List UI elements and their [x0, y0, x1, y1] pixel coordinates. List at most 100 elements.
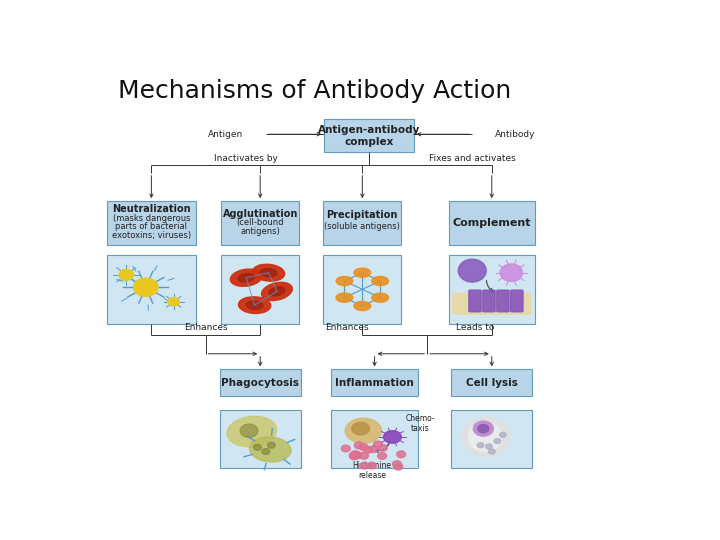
Circle shape [267, 442, 275, 448]
Ellipse shape [351, 422, 369, 435]
Text: Enhances: Enhances [325, 323, 369, 332]
Text: Antigen-antibody: Antigen-antibody [318, 125, 420, 136]
Text: Precipitation: Precipitation [327, 210, 398, 220]
Circle shape [369, 446, 378, 453]
Text: Complement: Complement [452, 218, 531, 228]
Ellipse shape [354, 268, 371, 277]
FancyBboxPatch shape [107, 255, 196, 323]
FancyBboxPatch shape [469, 290, 481, 312]
Circle shape [494, 438, 500, 443]
Circle shape [488, 449, 495, 454]
FancyBboxPatch shape [220, 410, 301, 468]
FancyBboxPatch shape [449, 201, 535, 245]
FancyBboxPatch shape [497, 290, 509, 312]
Ellipse shape [246, 301, 263, 309]
Ellipse shape [372, 276, 389, 286]
Ellipse shape [468, 422, 502, 451]
Ellipse shape [269, 287, 285, 296]
Text: Leads to: Leads to [456, 323, 494, 332]
Text: Antigen: Antigen [208, 130, 243, 139]
Ellipse shape [458, 259, 486, 282]
FancyBboxPatch shape [324, 119, 413, 152]
Ellipse shape [384, 431, 401, 443]
Circle shape [353, 452, 362, 458]
Circle shape [359, 453, 369, 459]
FancyBboxPatch shape [221, 255, 300, 323]
Ellipse shape [238, 297, 271, 314]
Ellipse shape [227, 416, 276, 447]
Circle shape [378, 453, 387, 460]
Circle shape [397, 451, 405, 457]
Circle shape [485, 444, 492, 449]
Ellipse shape [230, 269, 262, 286]
Text: Neutralization: Neutralization [112, 204, 191, 214]
Circle shape [349, 452, 358, 459]
Text: Inactivates by: Inactivates by [215, 154, 278, 163]
FancyBboxPatch shape [483, 290, 495, 312]
Circle shape [374, 441, 382, 448]
Circle shape [351, 451, 360, 457]
Ellipse shape [261, 282, 292, 300]
Ellipse shape [346, 418, 382, 443]
Text: exotoxins; viruses): exotoxins; viruses) [112, 231, 191, 240]
Circle shape [168, 298, 179, 306]
Text: (masks dangerous: (masks dangerous [112, 214, 190, 223]
Circle shape [392, 461, 401, 468]
Text: Agglutination: Agglutination [222, 208, 298, 219]
Ellipse shape [462, 417, 510, 457]
Text: Histamine
release: Histamine release [352, 461, 391, 480]
Circle shape [477, 443, 484, 448]
Ellipse shape [260, 268, 277, 277]
FancyBboxPatch shape [451, 410, 532, 468]
Text: complex: complex [344, 137, 394, 147]
Text: Antibody: Antibody [495, 130, 535, 139]
Circle shape [473, 421, 493, 436]
Circle shape [478, 424, 489, 433]
Text: Phagocytosis: Phagocytosis [221, 378, 300, 388]
Circle shape [378, 444, 387, 451]
Circle shape [119, 269, 133, 280]
Circle shape [240, 424, 258, 437]
Circle shape [367, 462, 377, 469]
Circle shape [364, 447, 372, 453]
Ellipse shape [238, 273, 254, 282]
FancyBboxPatch shape [451, 369, 532, 396]
FancyBboxPatch shape [221, 201, 300, 245]
Circle shape [350, 453, 359, 460]
Ellipse shape [253, 264, 284, 281]
Text: (cell-bound: (cell-bound [236, 218, 284, 227]
FancyBboxPatch shape [323, 255, 401, 323]
FancyBboxPatch shape [107, 201, 196, 245]
Text: Enhances: Enhances [184, 323, 228, 332]
Text: (soluble antigens): (soluble antigens) [325, 222, 400, 232]
Circle shape [354, 442, 364, 449]
Circle shape [500, 433, 506, 437]
Ellipse shape [336, 293, 353, 302]
Circle shape [133, 278, 158, 296]
Circle shape [341, 445, 350, 452]
Ellipse shape [336, 276, 353, 286]
FancyBboxPatch shape [510, 290, 523, 312]
Text: Chemo-
taxis: Chemo- taxis [405, 414, 435, 433]
Text: Cell lysis: Cell lysis [466, 378, 518, 388]
Ellipse shape [354, 301, 371, 310]
FancyBboxPatch shape [331, 369, 418, 396]
Circle shape [253, 444, 261, 450]
Ellipse shape [249, 437, 291, 462]
Text: Inflammation: Inflammation [336, 378, 414, 388]
Circle shape [262, 449, 270, 454]
Circle shape [394, 463, 402, 470]
Text: Fixes and activates: Fixes and activates [429, 154, 516, 163]
FancyBboxPatch shape [449, 255, 535, 323]
FancyBboxPatch shape [331, 410, 418, 468]
Text: Mechanisms of Antibody Action: Mechanisms of Antibody Action [118, 79, 511, 103]
Ellipse shape [500, 264, 523, 281]
Ellipse shape [372, 293, 389, 302]
FancyBboxPatch shape [220, 369, 301, 396]
Circle shape [360, 462, 369, 469]
FancyBboxPatch shape [323, 201, 401, 245]
Circle shape [359, 444, 368, 450]
Text: parts of bacterial: parts of bacterial [115, 222, 187, 232]
FancyBboxPatch shape [453, 294, 531, 314]
Text: antigens): antigens) [240, 227, 280, 235]
